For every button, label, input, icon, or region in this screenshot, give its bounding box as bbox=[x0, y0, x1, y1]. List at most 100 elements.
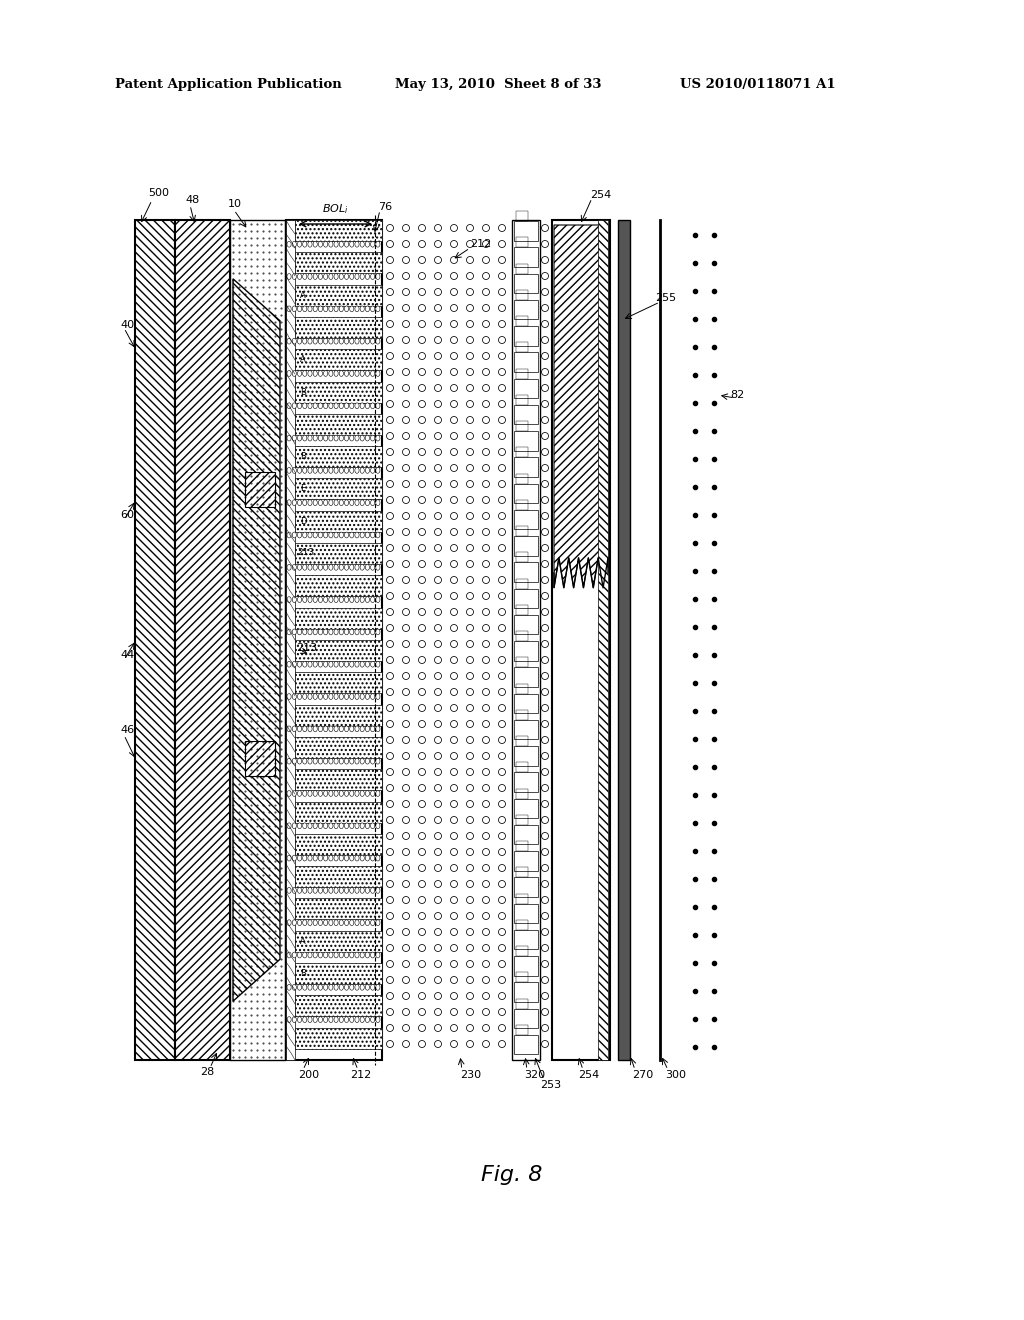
Ellipse shape bbox=[344, 467, 348, 474]
Ellipse shape bbox=[287, 306, 291, 312]
Ellipse shape bbox=[303, 500, 307, 506]
Ellipse shape bbox=[376, 920, 380, 925]
Ellipse shape bbox=[339, 887, 343, 894]
Ellipse shape bbox=[349, 887, 354, 894]
Ellipse shape bbox=[349, 273, 354, 280]
Ellipse shape bbox=[318, 726, 323, 731]
Ellipse shape bbox=[292, 467, 296, 474]
Text: Fig. 8: Fig. 8 bbox=[481, 1166, 543, 1185]
Bar bbox=[514, 432, 538, 450]
Ellipse shape bbox=[360, 887, 365, 894]
Ellipse shape bbox=[366, 467, 370, 474]
Ellipse shape bbox=[324, 822, 328, 829]
Ellipse shape bbox=[366, 500, 370, 506]
Ellipse shape bbox=[349, 306, 354, 312]
Ellipse shape bbox=[313, 500, 317, 506]
Ellipse shape bbox=[303, 855, 307, 861]
Bar bbox=[295, 964, 382, 985]
Ellipse shape bbox=[339, 436, 343, 441]
Ellipse shape bbox=[360, 791, 365, 796]
Ellipse shape bbox=[303, 1016, 307, 1023]
Bar bbox=[514, 510, 538, 529]
Ellipse shape bbox=[292, 855, 296, 861]
Bar bbox=[514, 379, 538, 399]
Ellipse shape bbox=[349, 371, 354, 376]
Ellipse shape bbox=[329, 273, 333, 280]
Ellipse shape bbox=[376, 952, 380, 958]
Bar bbox=[514, 667, 538, 686]
Bar bbox=[295, 576, 382, 597]
Ellipse shape bbox=[313, 338, 317, 345]
Ellipse shape bbox=[329, 791, 333, 796]
Ellipse shape bbox=[329, 597, 333, 602]
Ellipse shape bbox=[344, 1016, 348, 1023]
Text: 44: 44 bbox=[120, 649, 134, 660]
Text: 76: 76 bbox=[378, 202, 392, 213]
Bar bbox=[514, 300, 538, 319]
Ellipse shape bbox=[329, 242, 333, 247]
Ellipse shape bbox=[355, 597, 359, 602]
Ellipse shape bbox=[313, 242, 317, 247]
Ellipse shape bbox=[318, 661, 323, 667]
Ellipse shape bbox=[360, 661, 365, 667]
Ellipse shape bbox=[339, 532, 343, 539]
Ellipse shape bbox=[313, 758, 317, 764]
Ellipse shape bbox=[318, 467, 323, 474]
Ellipse shape bbox=[297, 952, 302, 958]
Bar bbox=[516, 474, 527, 483]
Ellipse shape bbox=[376, 403, 380, 409]
Ellipse shape bbox=[371, 403, 375, 409]
Ellipse shape bbox=[371, 887, 375, 894]
Ellipse shape bbox=[303, 791, 307, 796]
Bar bbox=[514, 956, 538, 975]
Ellipse shape bbox=[355, 467, 359, 474]
Ellipse shape bbox=[360, 371, 365, 376]
Ellipse shape bbox=[318, 693, 323, 700]
Ellipse shape bbox=[376, 532, 380, 539]
Ellipse shape bbox=[334, 1016, 338, 1023]
Text: 213: 213 bbox=[297, 548, 314, 557]
Ellipse shape bbox=[292, 1016, 296, 1023]
Ellipse shape bbox=[339, 467, 343, 474]
Text: 270: 270 bbox=[632, 1071, 653, 1080]
Ellipse shape bbox=[344, 371, 348, 376]
Text: B: B bbox=[300, 969, 306, 978]
Ellipse shape bbox=[329, 436, 333, 441]
Ellipse shape bbox=[297, 597, 302, 602]
Ellipse shape bbox=[371, 467, 375, 474]
Bar bbox=[295, 511, 382, 532]
Bar bbox=[295, 640, 382, 661]
Bar bbox=[514, 1035, 538, 1055]
Ellipse shape bbox=[344, 630, 348, 635]
Ellipse shape bbox=[376, 985, 380, 990]
Ellipse shape bbox=[287, 532, 291, 539]
Ellipse shape bbox=[297, 403, 302, 409]
Ellipse shape bbox=[355, 403, 359, 409]
Ellipse shape bbox=[339, 273, 343, 280]
Ellipse shape bbox=[292, 693, 296, 700]
Ellipse shape bbox=[297, 1016, 302, 1023]
Ellipse shape bbox=[308, 242, 312, 247]
Ellipse shape bbox=[313, 855, 317, 861]
Bar bbox=[295, 1028, 382, 1048]
Ellipse shape bbox=[371, 306, 375, 312]
Ellipse shape bbox=[287, 693, 291, 700]
Ellipse shape bbox=[324, 693, 328, 700]
Bar bbox=[295, 737, 382, 758]
Ellipse shape bbox=[334, 565, 338, 570]
Text: 213: 213 bbox=[296, 643, 317, 653]
Ellipse shape bbox=[313, 920, 317, 925]
Bar bbox=[514, 982, 538, 1002]
Ellipse shape bbox=[349, 467, 354, 474]
Ellipse shape bbox=[371, 693, 375, 700]
Ellipse shape bbox=[287, 985, 291, 990]
Bar bbox=[295, 801, 382, 822]
Ellipse shape bbox=[366, 597, 370, 602]
Ellipse shape bbox=[324, 855, 328, 861]
Ellipse shape bbox=[313, 952, 317, 958]
Bar bbox=[514, 825, 538, 845]
Ellipse shape bbox=[339, 403, 343, 409]
Polygon shape bbox=[233, 279, 280, 1001]
Ellipse shape bbox=[303, 597, 307, 602]
Ellipse shape bbox=[318, 242, 323, 247]
